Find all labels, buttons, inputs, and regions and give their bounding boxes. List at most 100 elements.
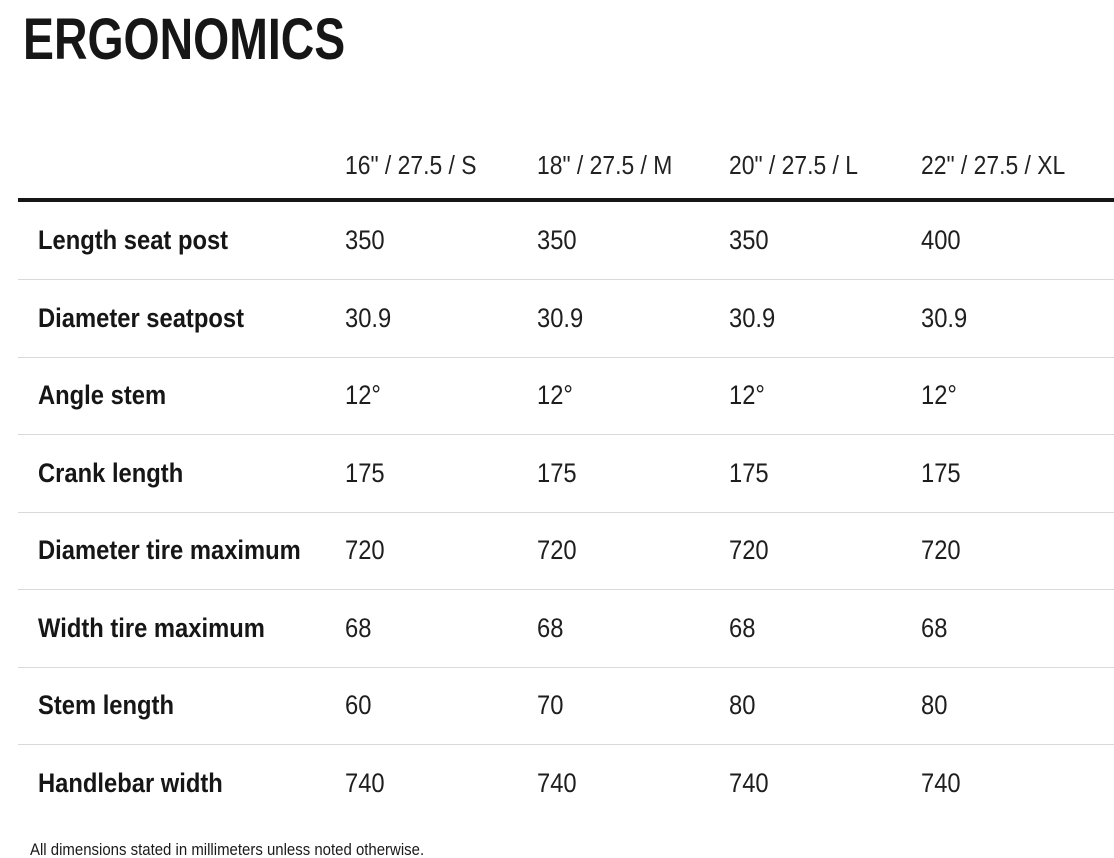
row-value-cell: 68 — [345, 612, 537, 644]
row-label: Length seat post — [38, 224, 229, 255]
row-value-cell: 80 — [729, 691, 921, 721]
row-value: 350 — [729, 224, 769, 255]
row-label-cell: Crank length — [18, 457, 345, 489]
row-value: 30.9 — [537, 302, 584, 333]
row-value: 175 — [921, 457, 961, 488]
row-label: Stem length — [38, 690, 174, 721]
row-value: 740 — [537, 767, 577, 798]
table-row: Stem length 60 70 80 80 — [18, 666, 1114, 745]
header-cell-size-m: 18" / 27.5 / M — [537, 151, 729, 180]
row-value-cell: 350 — [345, 224, 537, 256]
table-row: Diameter tire maximum 720 720 720 720 — [18, 511, 1114, 590]
row-value-cell: 720 — [921, 536, 1114, 566]
header-cell-size-s: 16" / 27.5 / S — [345, 151, 537, 180]
row-label: Diameter seatpost — [38, 302, 245, 333]
header-cell-size-l: 20" / 27.5 / L — [729, 151, 921, 180]
row-value: 350 — [345, 224, 385, 255]
row-label: Diameter tire maximum — [38, 535, 301, 566]
row-value-cell: 175 — [729, 457, 921, 489]
row-label-cell: Stem length — [18, 691, 345, 721]
row-value-cell: 720 — [345, 536, 537, 566]
row-value: 80 — [729, 690, 756, 721]
row-value: 740 — [345, 767, 385, 798]
table-body: Length seat post 350 350 350 400 Diamete… — [18, 202, 1114, 822]
row-value-cell: 30.9 — [537, 302, 729, 334]
ergonomics-table: 16" / 27.5 / S 18" / 27.5 / M 20" / 27.5… — [18, 72, 1114, 822]
row-value-cell: 740 — [537, 767, 729, 799]
header-label: 22" / 27.5 / XL — [921, 150, 1066, 181]
row-value: 175 — [537, 457, 577, 488]
row-value-cell: 30.9 — [921, 302, 1114, 334]
row-value: 30.9 — [921, 302, 968, 333]
page-title-text: ERGONOMICS — [23, 7, 346, 72]
header-label: 20" / 27.5 / L — [729, 150, 858, 181]
row-value: 68 — [345, 612, 372, 643]
row-value-cell: 30.9 — [729, 302, 921, 334]
row-value-cell: 80 — [921, 691, 1114, 721]
row-label-cell: Angle stem — [18, 381, 345, 411]
row-value-cell: 175 — [921, 457, 1114, 489]
row-value-cell: 68 — [537, 613, 729, 644]
row-value-cell: 740 — [345, 767, 537, 799]
row-value: 12° — [921, 380, 957, 411]
row-value-cell: 30.9 — [345, 302, 537, 334]
row-value-cell: 720 — [537, 536, 729, 566]
table-row: Length seat post 350 350 350 400 — [18, 202, 1114, 280]
row-value: 80 — [921, 690, 948, 721]
row-value: 12° — [345, 380, 381, 411]
table-header-row: 16" / 27.5 / S 18" / 27.5 / M 20" / 27.5… — [18, 72, 1114, 202]
row-value: 720 — [729, 535, 769, 566]
row-value-cell: 175 — [537, 457, 729, 489]
row-value: 720 — [537, 535, 577, 566]
row-value: 720 — [345, 535, 385, 566]
row-value-cell: 70 — [537, 691, 729, 721]
row-value: 60 — [345, 690, 372, 721]
row-value-cell: 720 — [729, 536, 921, 566]
row-value: 12° — [729, 380, 765, 411]
header-label: 16" / 27.5 / S — [345, 150, 477, 181]
row-label-cell: Width tire maximum — [18, 612, 345, 644]
row-label-cell: Diameter seatpost — [18, 302, 345, 334]
row-value: 740 — [921, 767, 961, 798]
row-label: Angle stem — [38, 380, 167, 411]
table-row: Diameter seatpost 30.9 30.9 30.9 30.9 — [18, 279, 1114, 357]
table-footnote: All dimensions stated in millimeters unl… — [30, 839, 1114, 858]
row-value: 30.9 — [345, 302, 392, 333]
table-row: Handlebar width 740 740 740 740 — [18, 744, 1114, 822]
row-value: 12° — [537, 380, 573, 411]
row-value-cell: 400 — [921, 224, 1114, 256]
row-value-cell: 12° — [537, 381, 729, 411]
table-row: Angle stem 12° 12° 12° 12° — [18, 356, 1114, 435]
header-label: 18" / 27.5 / M — [537, 150, 673, 181]
row-value: 740 — [729, 767, 769, 798]
row-value-cell: 68 — [921, 612, 1114, 644]
row-value: 70 — [537, 690, 564, 721]
row-value: 350 — [537, 224, 577, 255]
row-value-cell: 740 — [729, 767, 921, 799]
row-label: Crank length — [38, 457, 184, 488]
row-value: 720 — [921, 535, 961, 566]
row-label-cell: Length seat post — [18, 224, 345, 256]
row-value: 175 — [345, 457, 385, 488]
row-value-cell: 350 — [537, 224, 729, 256]
table-row: Width tire maximum 68 68 68 68 — [18, 589, 1114, 667]
row-value-cell: 350 — [729, 224, 921, 256]
row-value: 400 — [921, 224, 961, 255]
row-value-cell: 60 — [345, 691, 537, 721]
row-value: 30.9 — [729, 302, 776, 333]
row-value-cell: 12° — [345, 381, 537, 411]
table-footnote-text: All dimensions stated in millimeters unl… — [30, 839, 425, 858]
row-label: Width tire maximum — [38, 612, 265, 643]
row-label: Handlebar width — [38, 767, 223, 798]
row-label-cell: Handlebar width — [18, 767, 345, 799]
row-value-cell: 12° — [921, 381, 1114, 411]
page-title: ERGONOMICS — [23, 8, 1114, 72]
row-value-cell: 740 — [921, 767, 1114, 799]
row-value: 175 — [729, 457, 769, 488]
row-value: 68 — [921, 612, 948, 643]
row-label-cell: Diameter tire maximum — [18, 536, 345, 566]
table-row: Crank length 175 175 175 175 — [18, 434, 1114, 512]
row-value-cell: 12° — [729, 381, 921, 411]
row-value-cell: 68 — [729, 613, 921, 644]
